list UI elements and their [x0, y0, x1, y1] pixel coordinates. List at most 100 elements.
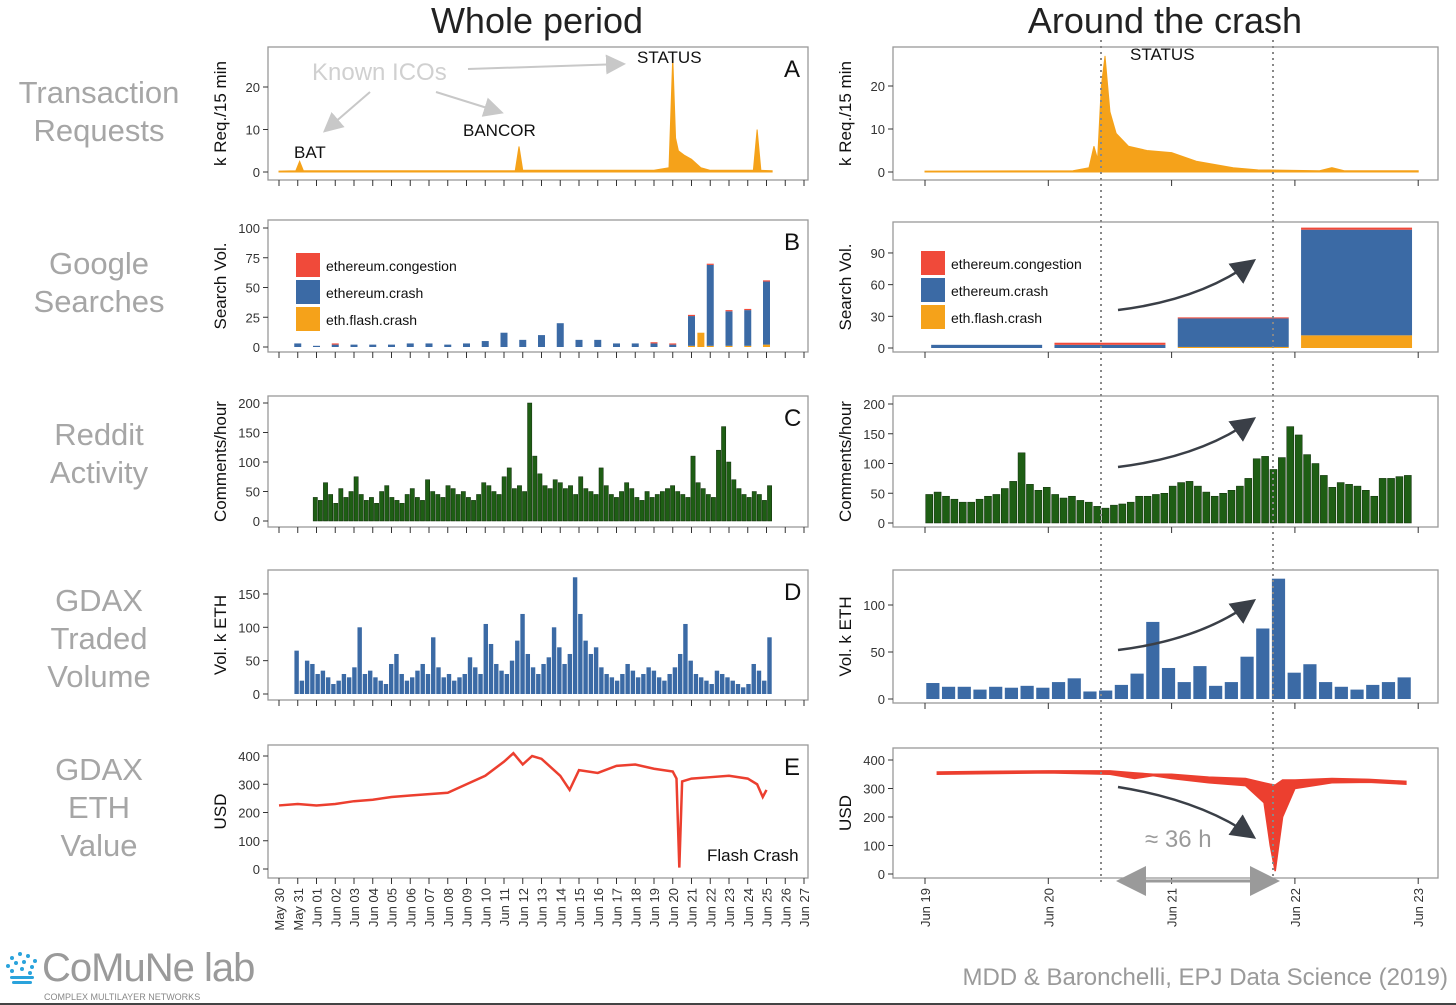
y-tick-label: 300: [863, 782, 885, 797]
y-tick-label: 200: [238, 396, 260, 411]
bar-segment-eth-flash-crash: [1301, 335, 1413, 348]
y-tick-label: 90: [871, 246, 885, 261]
row-label: Requests: [34, 113, 165, 148]
y-tick-label: 0: [253, 862, 260, 877]
bar: [336, 680, 341, 694]
bar: [926, 683, 940, 699]
bar: [304, 660, 310, 694]
bar: [557, 482, 563, 522]
x-tick-label: Jun 12: [516, 888, 531, 927]
bar: [659, 491, 665, 522]
plot-frame: [267, 219, 809, 353]
bar: [552, 479, 558, 522]
bar: [665, 488, 670, 522]
panel-a-right: 0 10 20 k Req./15 min: [836, 46, 1439, 181]
bar: [399, 673, 404, 694]
row-label: ETH: [68, 790, 130, 825]
legend-swatch: [921, 305, 945, 329]
bar-segment-ethereum-crash: [763, 281, 770, 345]
bar: [471, 500, 476, 522]
known-icos-label: Known ICOs: [312, 59, 447, 86]
bar: [445, 485, 451, 522]
bar: [481, 482, 487, 522]
bar: [705, 494, 711, 522]
x-axes: May 30 May 31 Jun 01 Jun 02 Jun 03 Jun 04 Jun …: [272, 180, 1426, 931]
bar: [1381, 682, 1396, 699]
citation: MDD & Baronchelli, EPJ Data Science (201…: [962, 964, 1448, 991]
plot-frame: [892, 395, 1439, 528]
bar: [573, 494, 579, 522]
bar-segment-ethereum-congestion: [331, 343, 339, 345]
annotations: Known ICOs BAT BANCOR STATUS STATUS Flas…: [294, 40, 1280, 896]
y-tick-label: 60: [871, 278, 885, 293]
bar: [343, 497, 349, 522]
bar: [950, 498, 959, 524]
bar: [504, 673, 509, 694]
bar: [992, 494, 1001, 524]
bar: [1083, 691, 1097, 699]
bar: [404, 680, 410, 694]
bar: [651, 670, 657, 694]
bar: [1387, 478, 1395, 524]
duration-label: ≈ 36 h: [1145, 826, 1212, 853]
panel-c-right: 0 50 100 150 200 Comments/hour: [836, 395, 1439, 531]
area-series: [278, 57, 773, 173]
bar: [1020, 685, 1034, 699]
bar: [338, 488, 344, 522]
y-tick-label: 150: [238, 426, 260, 441]
bar: [1345, 484, 1353, 524]
bar: [1202, 491, 1211, 524]
bar: [1362, 490, 1370, 524]
bar: [1168, 485, 1177, 524]
bar: [1209, 685, 1223, 699]
bar: [751, 491, 757, 522]
bar-segment-ethereum-congestion: [706, 263, 714, 265]
bar: [367, 670, 373, 694]
bar: [1068, 495, 1076, 524]
bar: [425, 479, 430, 522]
bar: [496, 494, 502, 522]
x-tick-label: Jun 26: [778, 888, 793, 927]
x-tick-label: Jun 03: [347, 888, 362, 927]
y-tick-label: 0: [253, 687, 260, 702]
bar: [698, 677, 704, 694]
bar: [646, 667, 651, 694]
bar: [700, 488, 706, 522]
y-tick-label: 25: [246, 310, 260, 325]
bar: [1210, 495, 1219, 524]
panel-a-left: 0 10 20 k Req./15 min A: [211, 46, 809, 181]
bar-segment-ethereum-crash: [1177, 318, 1289, 347]
bar: [725, 677, 730, 694]
panel-letter: A: [784, 56, 800, 83]
bar: [542, 485, 548, 522]
bar: [536, 673, 541, 694]
y-tick-label: 50: [246, 654, 260, 669]
bar: [394, 653, 399, 694]
bar: [1328, 487, 1337, 524]
bar: [547, 488, 553, 522]
y-tick-label: 0: [253, 340, 260, 355]
bar: [1294, 434, 1303, 524]
bar-segment-eth-flash-crash: [706, 345, 714, 347]
bar: [1026, 484, 1034, 524]
bar: [1353, 485, 1362, 524]
y-tick-label: 100: [238, 834, 260, 849]
bar-segment-ethereum-crash: [538, 335, 545, 347]
bar: [333, 503, 339, 522]
legend-swatch: [296, 280, 320, 304]
bar-segment-ethereum-crash: [500, 332, 508, 347]
bar: [608, 494, 614, 522]
bar-segment-ethereum-congestion: [744, 308, 752, 311]
bar: [614, 680, 620, 694]
bar: [568, 485, 573, 522]
bar: [973, 689, 987, 699]
bar: [1152, 494, 1160, 524]
bar: [635, 677, 641, 694]
bar: [1099, 690, 1113, 699]
bar: [680, 494, 686, 522]
bar: [624, 482, 630, 522]
bar: [1126, 501, 1135, 524]
bar: [420, 663, 425, 694]
panel-b-right: 0 30 60 90 Search Vol. ethereum.congestion eth…: [836, 221, 1439, 356]
bar: [310, 663, 315, 694]
